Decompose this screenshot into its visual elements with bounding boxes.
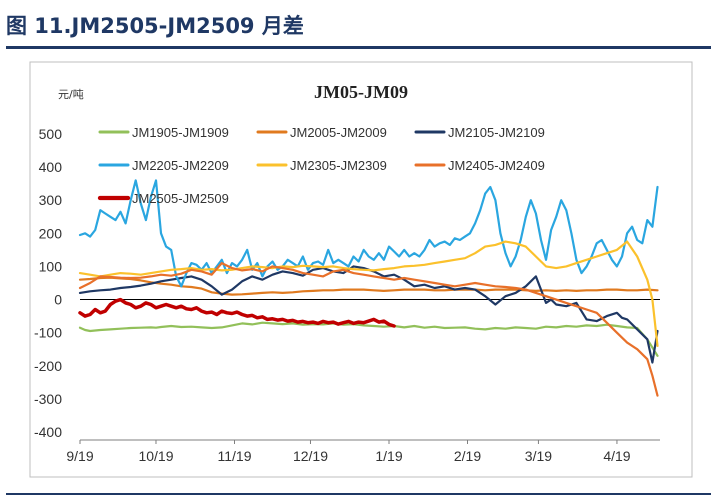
x-tick-label: 11/19 bbox=[217, 448, 251, 464]
y-tick-label: 100 bbox=[39, 258, 63, 274]
chart-title: JM05-JM09 bbox=[314, 82, 408, 102]
x-tick-label: 4/19 bbox=[603, 448, 630, 464]
legend-label: JM2005-JM2009 bbox=[290, 125, 387, 140]
legend-label: JM2105-JM2109 bbox=[448, 125, 545, 140]
y-tick-label: 500 bbox=[39, 126, 63, 142]
y-tick-label: 0 bbox=[54, 292, 62, 308]
legend-label: JM2205-JM2209 bbox=[132, 158, 229, 173]
legend-label: JM2305-JM2309 bbox=[290, 158, 387, 173]
y-tick-label: -200 bbox=[34, 358, 62, 374]
x-tick-label: 1/19 bbox=[375, 448, 402, 464]
x-tick-label: 12/19 bbox=[293, 448, 328, 464]
bottom-rule bbox=[6, 493, 711, 495]
title-rule bbox=[6, 46, 711, 49]
y-tick-label: 300 bbox=[39, 192, 63, 208]
legend: JM1905-JM1909 JM2005-JM2009 JM2105-JM2109 J… bbox=[97, 125, 545, 206]
y-tick-label: 200 bbox=[39, 225, 63, 241]
figure-title: 图 11.JM2505-JM2509 月差 bbox=[6, 14, 304, 38]
y-tick-label: -400 bbox=[34, 424, 62, 440]
y-tick-label: -100 bbox=[34, 325, 62, 341]
y-axis-unit-label: 元/吨 bbox=[58, 88, 84, 101]
x-tick-label: 9/19 bbox=[66, 448, 93, 464]
x-tick-label: 2/19 bbox=[454, 448, 481, 464]
series-line-jm2305-jm2309 bbox=[78, 240, 659, 347]
series-line-jm1905-jm1909 bbox=[78, 321, 659, 357]
series-line-jm2105-jm2109 bbox=[78, 265, 659, 364]
legend-label: JM1905-JM1909 bbox=[132, 125, 229, 140]
legend-label: JM2505-JM2509 bbox=[132, 191, 229, 206]
x-tick-label: 3/19 bbox=[525, 448, 552, 464]
series-line-jm2005-jm2009 bbox=[78, 276, 659, 296]
series-layer bbox=[78, 179, 659, 397]
series-line-jm2405-jm2409 bbox=[78, 262, 659, 397]
x-tick-label: 10/19 bbox=[138, 448, 173, 464]
series-line-jm2205-jm2209 bbox=[78, 179, 659, 288]
y-tick-label: 400 bbox=[39, 159, 63, 175]
legend-label: JM2405-JM2409 bbox=[448, 158, 545, 173]
y-tick-label: -300 bbox=[34, 391, 62, 407]
series-line-jm2505-jm2509 bbox=[78, 297, 396, 328]
